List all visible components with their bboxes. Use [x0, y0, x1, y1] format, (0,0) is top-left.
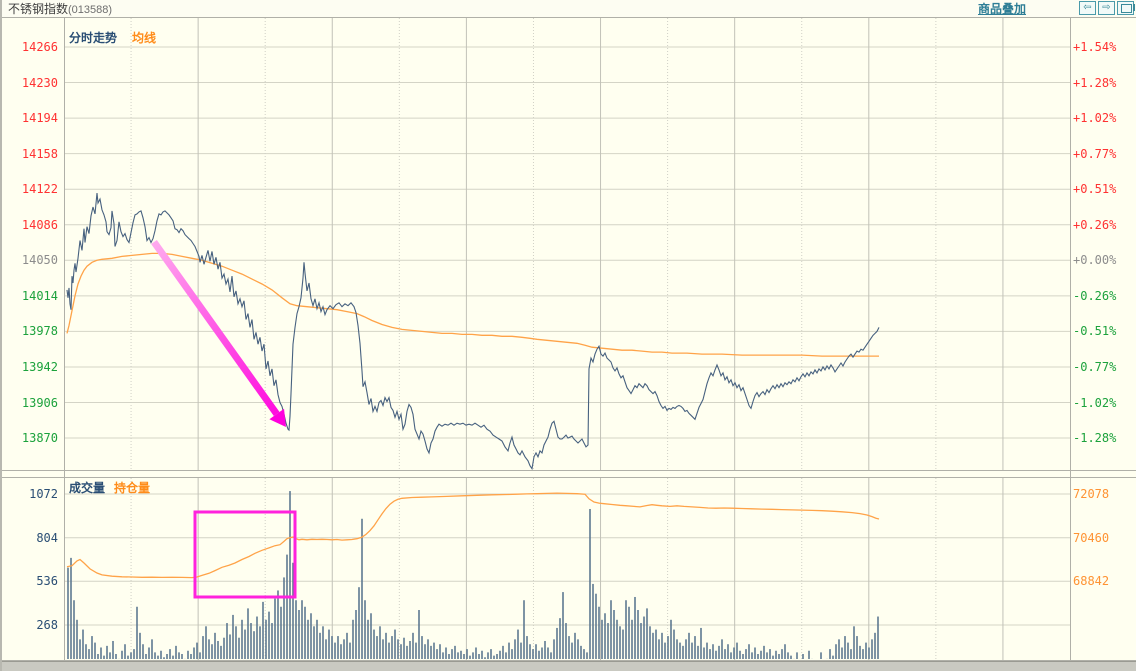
main-right-axis-label: +1.54%: [1073, 40, 1117, 54]
main-left-axis-label: 13870: [21, 431, 58, 446]
volume-left-axis-label: 1072: [29, 487, 58, 501]
main-left-axis-label: 14014: [21, 288, 58, 303]
volume-left-axis-label: 536: [36, 574, 58, 589]
main-right-axis-label: +1.02%: [1073, 111, 1117, 126]
left-axis-divider: [64, 17, 65, 660]
main-chart-legend-ma[interactable]: 均线: [132, 31, 157, 45]
volume-right-axis-label: 72078: [1073, 487, 1110, 501]
main-panel-bottom-border: [2, 470, 1136, 471]
right-arrow-icon: ⇨: [1102, 2, 1111, 13]
main-right-axis-label: +0.26%: [1073, 217, 1117, 232]
main-left-axis-label: 14266: [21, 40, 58, 54]
volume-left-axis-label: 804: [36, 530, 58, 545]
prev-arrow-button[interactable]: ⇦: [1079, 1, 1096, 15]
main-right-axis-label: -0.51%: [1073, 324, 1117, 339]
main-left-axis-label: 13906: [21, 395, 58, 410]
main-left-axis-label: 14194: [21, 111, 58, 126]
main-left-axis-label: 14158: [21, 146, 58, 161]
split-window-icon: [1121, 4, 1135, 13]
volume-panel-bottom-border: [2, 660, 1136, 661]
main-right-axis-label: +0.51%: [1073, 182, 1117, 197]
main-left-axis-label: 13942: [21, 359, 58, 374]
instrument-code: (013588): [68, 4, 113, 16]
instrument-name: 不锈钢指数: [8, 2, 69, 16]
right-axis-divider: [1070, 17, 1071, 660]
title-bar: 不锈钢指数(013588) 商品叠加 ⇦ ⇨: [2, 0, 1136, 18]
volume-right-axis-label: 70460: [1073, 530, 1110, 545]
volume-panel-top-border: [2, 477, 1136, 478]
main-chart-legend-trend: 分时走势: [69, 31, 118, 45]
split-window-button[interactable]: [1117, 1, 1135, 15]
left-arrow-icon: ⇦: [1083, 2, 1092, 13]
volume-right-axis-label: 68842: [1073, 574, 1110, 589]
main-right-axis-label: -1.02%: [1073, 395, 1117, 410]
main-right-axis-label: +1.28%: [1073, 75, 1117, 90]
volume-panel-legend-volume: 成交量: [69, 481, 106, 495]
commodity-overlay-link[interactable]: 商品叠加: [977, 2, 1026, 16]
main-right-axis-label: +0.00%: [1073, 253, 1117, 268]
main-left-axis-label: 14050: [21, 253, 58, 268]
main-left-axis-label: 14230: [21, 75, 58, 90]
next-arrow-button[interactable]: ⇨: [1098, 1, 1115, 15]
main-left-axis-label: 13978: [21, 324, 58, 339]
main-right-axis-label: +0.77%: [1073, 146, 1117, 161]
main-left-axis-label: 14086: [21, 217, 58, 232]
main-right-axis-label: -1.28%: [1073, 431, 1117, 446]
main-right-axis-label: -0.26%: [1073, 288, 1117, 303]
instrument-title: 不锈钢指数(013588): [8, 1, 112, 18]
volume-left-axis-label: 268: [36, 618, 58, 632]
main-left-axis-label: 14122: [21, 182, 58, 197]
main-right-axis-label: -0.77%: [1073, 359, 1117, 374]
bottom-scroll-strip[interactable]: [2, 661, 1136, 671]
volume-panel-legend-oi[interactable]: 持仓量: [114, 481, 151, 495]
